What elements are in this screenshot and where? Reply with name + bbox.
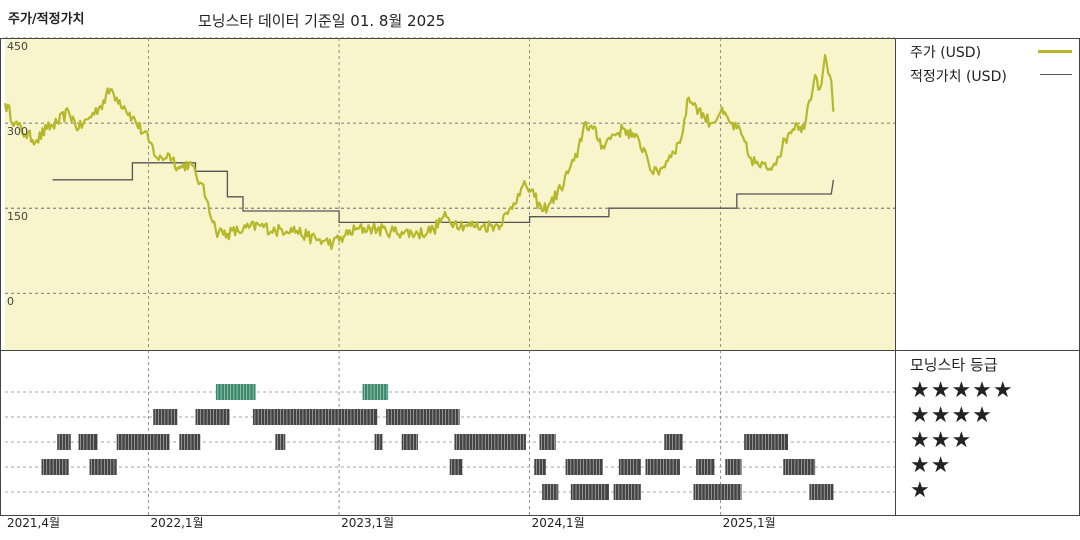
legend-price: 주가 (USD) <box>910 42 981 62</box>
rating-bar <box>618 459 641 475</box>
rating-bar <box>534 459 546 475</box>
rating-bar <box>252 409 378 425</box>
rating-bar <box>362 384 389 400</box>
rating-bar <box>386 409 460 425</box>
rating-bar <box>693 484 742 500</box>
rating-segment <box>41 459 69 475</box>
rating-bar <box>539 434 556 450</box>
rating-segment <box>362 384 389 400</box>
legend-price-label: 주가 (USD) <box>910 45 982 61</box>
rating-segment <box>449 459 463 475</box>
legend-fair-value: 적정가치 (USD) <box>910 66 1007 86</box>
rating-bar <box>374 434 383 450</box>
rating-segment <box>215 384 256 400</box>
rating-bar <box>725 459 742 475</box>
rating-segment <box>613 484 641 500</box>
rating-bar <box>570 484 609 500</box>
rating-segment <box>275 434 286 450</box>
rating-bar <box>215 384 256 400</box>
chart-label: 주가/적정가치 <box>8 12 85 27</box>
rating-bar <box>401 434 418 450</box>
rating-segment <box>565 459 603 475</box>
rating-segment <box>374 434 383 450</box>
rating-segment <box>252 409 378 425</box>
rating-bar <box>41 459 69 475</box>
rating-bar <box>57 434 71 450</box>
x-tick-label: 2021,4월 <box>7 516 61 530</box>
rating-bar <box>542 484 559 500</box>
rating-segment <box>809 484 834 500</box>
fair-value-series-line <box>52 162 835 224</box>
legend-fair-value-swatch <box>1040 74 1072 75</box>
x-tick-label: 2022,1월 <box>150 516 204 530</box>
rating-2-stars: ★★ <box>910 453 952 478</box>
rating-bar <box>449 459 463 475</box>
y-tick-label: 0 <box>7 295 14 309</box>
rating-bar <box>744 434 788 450</box>
rating-segment <box>645 459 680 475</box>
rating-bar <box>153 409 178 425</box>
y-tick-label: 300 <box>7 125 28 139</box>
rating-segment <box>78 434 98 450</box>
rating-segment <box>542 484 559 500</box>
rating-bar <box>116 434 170 450</box>
x-tick-label: 2024,1월 <box>531 516 585 530</box>
rating-segment <box>725 459 742 475</box>
rating-segment <box>89 459 117 475</box>
x-tick-label: 2025,1월 <box>722 516 776 530</box>
y-tick-label: 150 <box>7 210 28 224</box>
x-tick-label: 2023,1월 <box>341 516 395 530</box>
rating-3-stars: ★★★ <box>910 428 973 453</box>
y-tick-label: 450 <box>7 40 28 53</box>
rating-segment <box>539 434 556 450</box>
rating-segment <box>783 459 816 475</box>
rating-segment <box>195 409 230 425</box>
rating-bar <box>696 459 715 475</box>
rating-segment <box>153 409 178 425</box>
legend-fair-value-label: 적정가치 (USD) <box>910 69 1007 85</box>
rating-4-stars: ★★★★ <box>910 403 993 428</box>
price-series-line <box>3 53 835 251</box>
rating-bar <box>664 434 683 450</box>
rating-segment <box>570 484 609 500</box>
rating-segment <box>401 434 418 450</box>
rating-segment <box>386 409 460 425</box>
rating-segment <box>116 434 170 450</box>
rating-bar <box>809 484 834 500</box>
data-date-caption: 모닝스타 데이터 기준일 01. 8월 2025 <box>198 12 446 30</box>
rating-bar <box>565 459 603 475</box>
rating-segment <box>744 434 788 450</box>
rating-segment <box>534 459 546 475</box>
rating-bar <box>454 434 526 450</box>
rating-bar <box>89 459 117 475</box>
rating-segment <box>618 459 641 475</box>
rating-segment <box>57 434 71 450</box>
legend-price-swatch <box>1038 50 1072 53</box>
rating-bar <box>78 434 98 450</box>
rating-bar <box>613 484 641 500</box>
rating-1-star: ★ <box>910 478 931 503</box>
rating-bar <box>783 459 816 475</box>
rating-segment <box>179 434 201 450</box>
rating-5-stars: ★★★★★ <box>910 378 1014 403</box>
rating-title: 모닝스타 등급 <box>910 356 998 374</box>
rating-segment <box>454 434 526 450</box>
rating-segment <box>664 434 683 450</box>
rating-segment <box>696 459 715 475</box>
rating-segment <box>693 484 742 500</box>
